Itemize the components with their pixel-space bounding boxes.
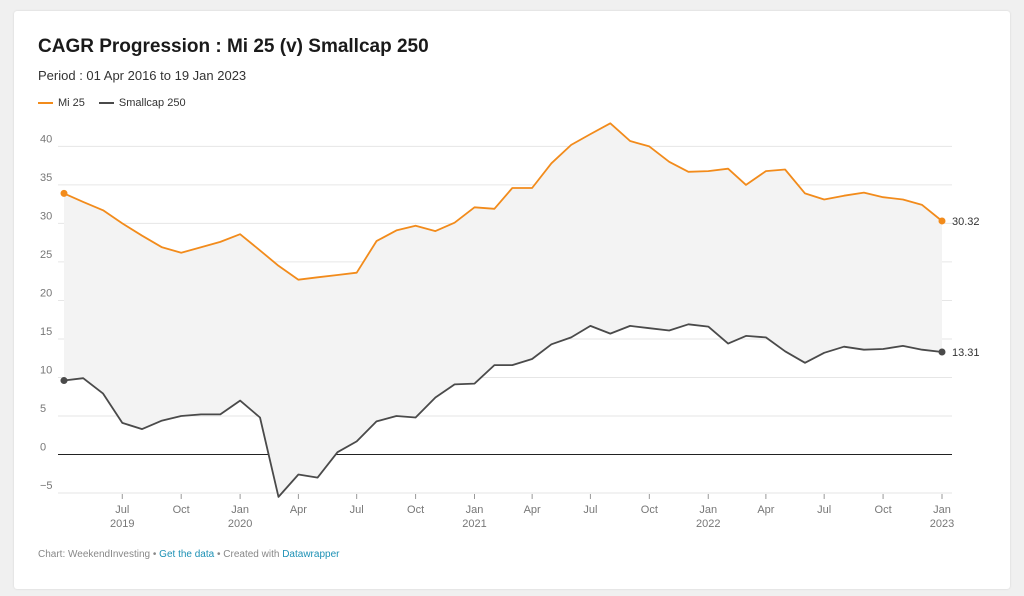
series-line-smallcap-250: [63, 323, 943, 498]
series-end-dot-mi-25: [938, 217, 946, 225]
y-tick-label: 25: [40, 249, 52, 261]
x-tick-label: Jan: [933, 504, 951, 516]
datawrapper-link[interactable]: Datawrapper: [282, 549, 340, 560]
range-area: [64, 123, 942, 497]
y-tick-label: 5: [40, 403, 46, 415]
x-tick-label: Oct: [407, 504, 424, 516]
chart-footer: Chart: WeekendInvesting • Get the data •…: [38, 549, 339, 560]
series-end-dot-smallcap-250: [938, 348, 946, 356]
legend-item-mi25: Mi 25: [38, 97, 85, 109]
series-start-dot-mi-25: [60, 189, 68, 197]
x-tick-year: 2020: [228, 518, 252, 530]
end-value-label-mi-25: 30.32: [952, 216, 980, 228]
y-tick-label: 30: [40, 210, 52, 222]
x-tick-label: Oct: [641, 504, 658, 516]
y-tick-label: 40: [40, 133, 52, 145]
y-tick-label: 15: [40, 326, 52, 338]
y-tick-label: −5: [40, 480, 53, 492]
x-tick-label: Jul: [583, 504, 597, 516]
x-tick-label: Apr: [290, 504, 307, 516]
x-tick-label: Jan: [231, 504, 249, 516]
legend-swatch-mi25: [38, 102, 53, 104]
y-tick-label: 20: [40, 287, 52, 299]
footer-middle: • Created with: [214, 549, 283, 560]
end-value-label-smallcap-250: 13.31: [952, 347, 980, 359]
legend: Mi 25 Smallcap 250: [38, 97, 186, 109]
legend-item-smallcap250: Smallcap 250: [98, 97, 186, 109]
x-tick-label: Jul: [115, 504, 129, 516]
x-tick-label: Apr: [524, 504, 541, 516]
legend-swatch-smallcap250: [98, 102, 114, 104]
y-tick-label: 0: [40, 441, 46, 453]
series-line-mi-25: [63, 122, 943, 281]
x-tick-label: Jan: [466, 504, 484, 516]
x-tick-year: 2022: [696, 518, 720, 530]
x-tick-year: 2019: [110, 518, 134, 530]
x-tick-year: 2023: [930, 518, 954, 530]
legend-label-mi25: Mi 25: [58, 97, 85, 109]
x-tick-label: Jan: [699, 504, 717, 516]
series-start-dot-smallcap-250: [60, 377, 68, 385]
legend-label-smallcap250: Smallcap 250: [118, 97, 186, 109]
x-tick-year: 2021: [462, 518, 486, 530]
chart-subtitle: Period : 01 Apr 2016 to 19 Jan 2023: [38, 68, 247, 83]
get-data-link[interactable]: Get the data: [159, 549, 215, 560]
x-tick-label: Jul: [350, 504, 364, 516]
x-tick-label: Oct: [173, 504, 190, 516]
x-tick-label: Jul: [817, 504, 831, 516]
y-tick-label: 10: [40, 364, 52, 376]
x-tick-label: Oct: [875, 504, 892, 516]
footer-source: Chart: WeekendInvesting •: [38, 549, 160, 560]
y-tick-label: 35: [40, 172, 52, 184]
chart-title: CAGR Progression : Mi 25 (v) Smallcap 25…: [38, 36, 429, 57]
x-tick-label: Apr: [757, 504, 774, 516]
